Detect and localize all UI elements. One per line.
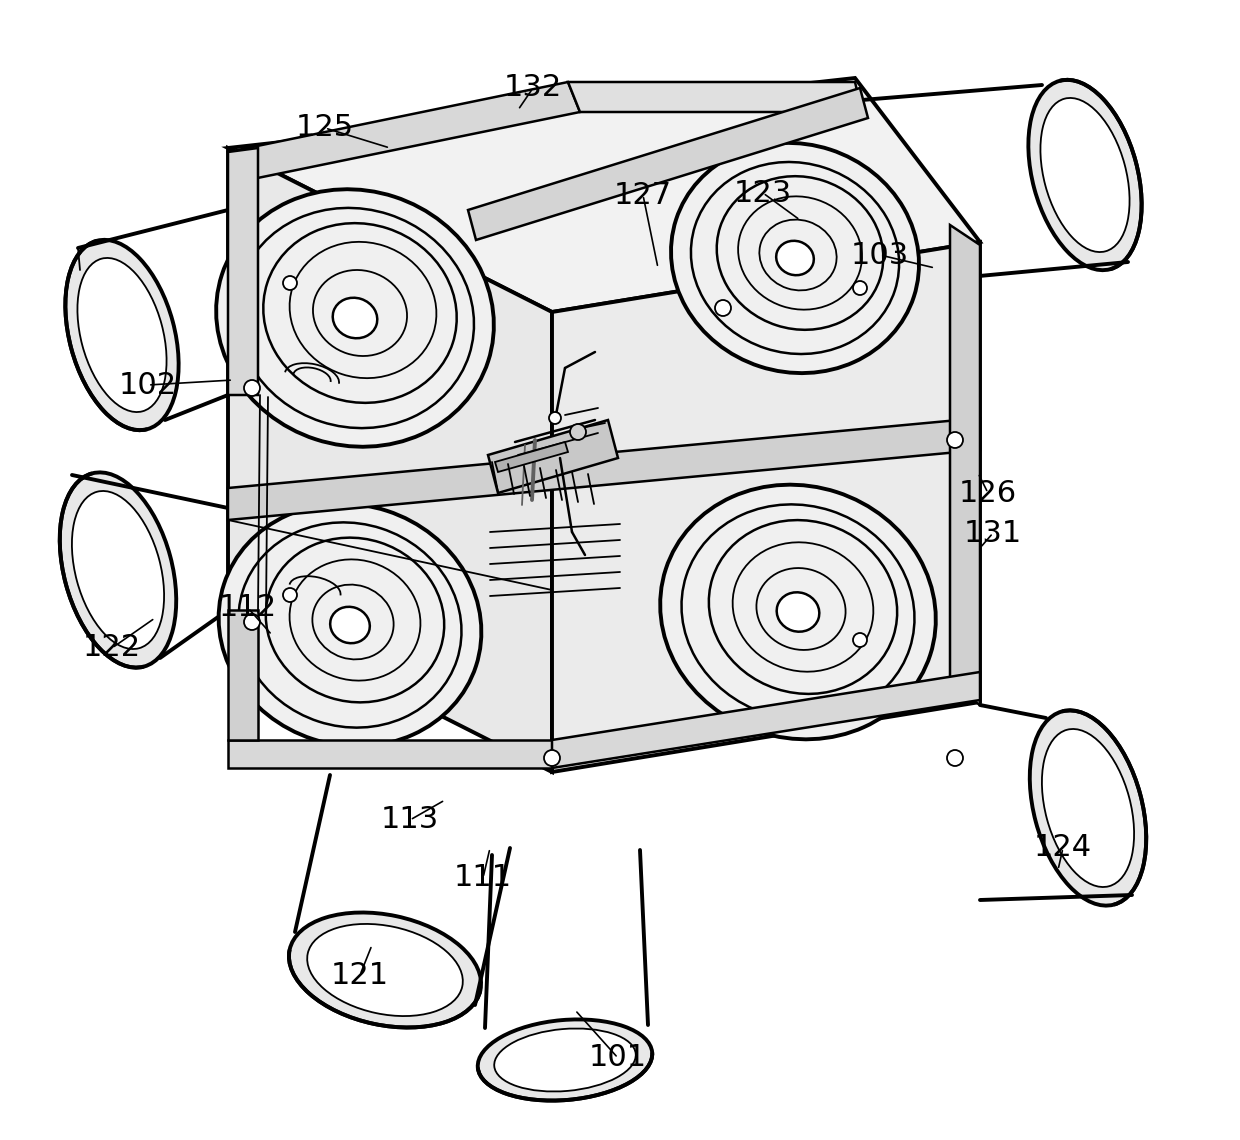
- Ellipse shape: [1042, 728, 1135, 887]
- Circle shape: [549, 412, 560, 424]
- Ellipse shape: [330, 606, 370, 643]
- Text: 131: 131: [963, 519, 1022, 547]
- Circle shape: [853, 633, 867, 648]
- Circle shape: [947, 432, 963, 448]
- Ellipse shape: [308, 923, 463, 1016]
- Circle shape: [244, 614, 260, 630]
- Text: 124: 124: [1034, 833, 1092, 863]
- Circle shape: [283, 588, 298, 602]
- Polygon shape: [228, 148, 552, 772]
- Circle shape: [544, 750, 560, 766]
- Text: 101: 101: [589, 1043, 647, 1073]
- Polygon shape: [467, 88, 868, 241]
- Text: 127: 127: [614, 180, 672, 210]
- Circle shape: [244, 380, 260, 396]
- Ellipse shape: [1029, 710, 1146, 905]
- Polygon shape: [228, 610, 258, 740]
- Circle shape: [570, 424, 587, 440]
- Ellipse shape: [1040, 98, 1130, 252]
- Ellipse shape: [289, 912, 481, 1027]
- Ellipse shape: [477, 1019, 652, 1100]
- Text: 123: 123: [734, 179, 792, 207]
- Ellipse shape: [72, 491, 164, 649]
- Text: 125: 125: [296, 114, 355, 142]
- Polygon shape: [552, 242, 980, 772]
- Polygon shape: [495, 442, 568, 472]
- Ellipse shape: [332, 298, 377, 339]
- Text: 122: 122: [83, 634, 141, 662]
- Text: 112: 112: [219, 594, 277, 622]
- Ellipse shape: [660, 484, 936, 740]
- Polygon shape: [568, 82, 862, 112]
- Circle shape: [947, 750, 963, 766]
- Polygon shape: [950, 225, 980, 705]
- Circle shape: [283, 276, 298, 290]
- Polygon shape: [228, 78, 980, 312]
- Ellipse shape: [66, 239, 179, 430]
- Ellipse shape: [671, 142, 919, 373]
- Ellipse shape: [776, 241, 813, 275]
- Circle shape: [853, 280, 867, 295]
- Circle shape: [715, 300, 732, 316]
- Text: 102: 102: [119, 370, 177, 399]
- Text: 113: 113: [381, 806, 439, 834]
- Text: 132: 132: [503, 73, 562, 103]
- Ellipse shape: [218, 504, 481, 747]
- Ellipse shape: [216, 189, 494, 447]
- Polygon shape: [228, 740, 552, 768]
- Polygon shape: [489, 420, 618, 492]
- Ellipse shape: [776, 593, 820, 632]
- Ellipse shape: [495, 1028, 636, 1091]
- Polygon shape: [228, 418, 980, 520]
- Text: 103: 103: [851, 241, 909, 269]
- Ellipse shape: [77, 258, 166, 412]
- Text: 111: 111: [454, 863, 512, 893]
- Polygon shape: [228, 82, 580, 182]
- Polygon shape: [228, 148, 258, 394]
- Ellipse shape: [1028, 80, 1142, 270]
- Ellipse shape: [60, 472, 176, 668]
- Polygon shape: [552, 671, 980, 768]
- Text: 126: 126: [959, 479, 1017, 507]
- Text: 121: 121: [331, 961, 389, 990]
